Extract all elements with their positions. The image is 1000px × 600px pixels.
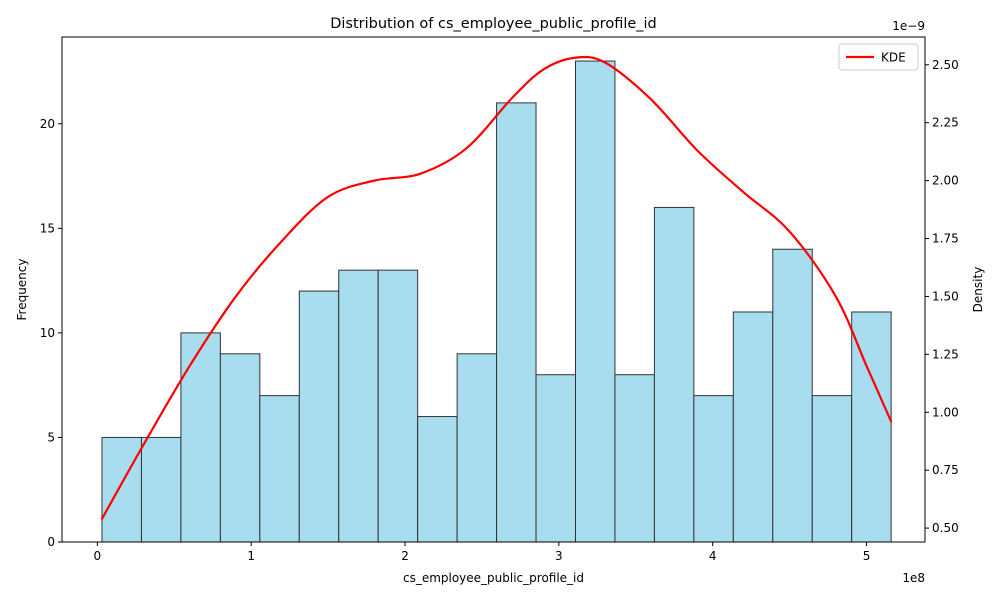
x-axis-label: cs_employee_public_profile_id: [403, 571, 584, 585]
kde-line: [100, 55, 893, 520]
histogram-bar: [377, 269, 419, 543]
histogram-bar: [456, 353, 498, 543]
histogram-bar: [180, 332, 221, 543]
y-axis-ticks: 0 5 10 15 20: [40, 117, 62, 549]
plot-frame: [61, 36, 926, 543]
y-tick-label: 5: [47, 430, 55, 444]
histogram-bar: [535, 374, 576, 543]
y-tick-label: 20: [40, 117, 55, 131]
y2-tick-label: 1.75: [932, 232, 959, 246]
y2-tick-label: 2.25: [932, 116, 959, 130]
legend-kde-label: KDE: [881, 51, 906, 65]
y-tick-label: 15: [40, 221, 55, 235]
y2-axis-ticks: 0.50 0.75 1.00 1.25 1.50 1.75 2.00 2.25 2.50: [925, 58, 959, 535]
histogram-bar: [574, 60, 616, 543]
x-tick-label: 4: [709, 549, 717, 563]
histogram-bar: [338, 269, 379, 543]
histogram-bar: [219, 353, 261, 543]
y2-tick-label: 0.75: [932, 463, 959, 477]
y2-tick-label: 1.50: [932, 289, 959, 303]
histogram-bar: [259, 395, 300, 543]
y-axis-label: Frequency: [15, 259, 29, 321]
histogram-bar: [693, 395, 734, 543]
histogram-bar: [772, 248, 813, 543]
x-axis-offset-text: 1e8: [902, 571, 925, 585]
histogram-bar: [851, 311, 892, 543]
x-tick-label: 5: [863, 549, 871, 563]
histogram-bar: [614, 374, 655, 543]
y2-tick-label: 2.50: [932, 58, 959, 72]
y2-tick-label: 0.50: [932, 521, 959, 535]
y2-tick-label: 1.00: [932, 405, 959, 419]
histogram-bar: [811, 395, 853, 543]
histogram-bar: [298, 290, 340, 543]
histogram-bar: [140, 436, 182, 543]
x-tick-label: 1: [247, 549, 255, 563]
y-tick-label: 10: [40, 326, 55, 340]
legend-box: [838, 43, 919, 71]
x-axis-ticks: 0 1 2 3 4 5: [94, 542, 871, 563]
y2-tick-label: 2.00: [932, 174, 959, 188]
y-tick-label: 0: [47, 535, 55, 549]
x-tick-label: 2: [401, 549, 409, 563]
histogram-bar: [101, 436, 142, 543]
histogram-bar: [417, 416, 458, 543]
y2-axis-offset-text: 1e−9: [892, 19, 925, 33]
x-tick-label: 0: [94, 549, 102, 563]
y2-tick-label: 1.25: [932, 347, 959, 361]
histogram-bar: [653, 206, 695, 543]
histogram-bars: [101, 60, 892, 543]
legend: KDE: [838, 43, 919, 71]
x-tick-label: 3: [555, 549, 563, 563]
histogram-bar: [496, 102, 537, 543]
chart-title: Distribution of cs_employee_public_profi…: [330, 16, 657, 32]
histogram-bar: [732, 311, 774, 543]
y2-axis-label: Density: [971, 267, 985, 313]
